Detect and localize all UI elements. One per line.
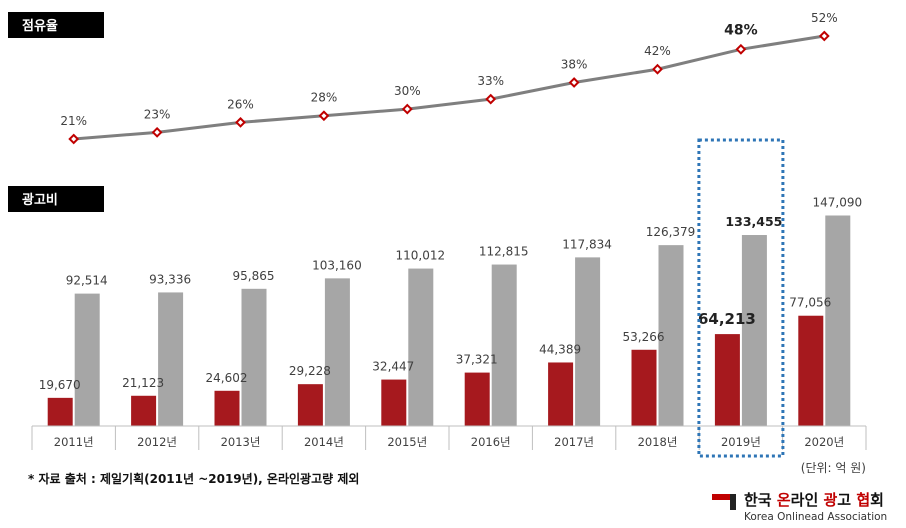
x-tick-label: 2018년 [638, 435, 678, 449]
total-ad-bar [324, 278, 350, 426]
x-axis-ticks: 2011년 2012년 2013년 2014년 2015년 2016년 2017년 2018년… [31, 426, 867, 450]
x-tick-label: 2014년 [304, 435, 344, 449]
x-tick-label: 2011년 [54, 435, 94, 449]
logo-subtitle: Korea Onlinead Association [744, 511, 887, 523]
online-ad-bar [297, 384, 323, 426]
x-tick-label: 2017년 [554, 435, 594, 449]
share-value-label: 21% [60, 114, 87, 128]
share-point [68, 133, 80, 145]
share-point [485, 93, 497, 105]
total-ad-bar [658, 245, 684, 426]
share-point [151, 126, 163, 138]
online-ad-value-label: 29,228 [289, 364, 331, 378]
source-footnote: * 자료 출처 : 제일기획(2011년 ~2019년), 온라인광고량 제외 [28, 471, 359, 486]
online-ad-bar [381, 379, 407, 426]
share-value-label: 48% [724, 22, 758, 38]
online-ad-value-label: 19,670 [39, 378, 81, 392]
total-ad-value-label: 126,379 [646, 225, 696, 239]
share-point [401, 103, 413, 115]
total-ad-value-label: 117,834 [562, 237, 612, 251]
online-ad-value-label: 24,602 [206, 371, 248, 385]
x-tick-label: 2013년 [221, 435, 261, 449]
highlight-2019-box [697, 138, 785, 458]
kota-logo: 한국 온라인 광고 협회 Korea Onlinead Association [712, 491, 887, 523]
share-point [235, 116, 246, 128]
total-ad-bar [741, 235, 767, 426]
logo-mark-dark [730, 494, 736, 510]
online-ad-bar [631, 349, 657, 426]
total-ad-value-label: 112,815 [479, 245, 529, 259]
share-line [73, 34, 825, 141]
x-tick-label: 2012년 [137, 435, 177, 449]
share-value-label: 23% [144, 107, 171, 121]
online-ad-bar [798, 315, 824, 426]
share-value-label: 52% [811, 11, 838, 25]
share-point [652, 63, 663, 75]
online-ad-value-label: 44,389 [539, 342, 581, 356]
logo-title: 한국 온라인 광고 협회 [744, 491, 884, 509]
online-ad-bar [548, 362, 574, 426]
total-ad-bar [408, 268, 434, 426]
total-ad-bar [158, 292, 184, 426]
share-value-label: 26% [227, 97, 254, 111]
share-point [735, 43, 747, 55]
total-ad-value-label: 95,865 [233, 269, 275, 283]
unit-label: (단위: 억 원) [801, 461, 866, 475]
online-ad-value-label: 77,056 [789, 296, 831, 310]
total-ad-value-label: 110,012 [395, 249, 445, 263]
x-tick-label: 2019년 [721, 435, 761, 449]
total-ad-bar [491, 264, 517, 426]
total-ad-value-label: 93,336 [149, 272, 191, 286]
online-ad-bar [47, 397, 73, 426]
online-ad-value-label: 53,266 [623, 330, 665, 344]
total-ad-bar [241, 288, 267, 426]
share-point [318, 110, 330, 122]
share-point [568, 77, 580, 88]
share-section-title: 점유율 [22, 18, 58, 34]
x-tick-label: 2016년 [471, 435, 511, 449]
total-ad-bar [74, 293, 100, 426]
ad-spend-bar-layer: 19,670 92,514 21,123 93,336 24,602 95,865 29,2… [39, 196, 862, 426]
online-ad-bar [214, 390, 240, 426]
total-ad-bar [575, 257, 601, 426]
online-ad-value-label: 37,321 [456, 353, 498, 367]
logo-mark-red [712, 494, 732, 500]
share-value-label: 28% [311, 91, 338, 105]
ad-spend-section-tag [8, 186, 104, 212]
online-ad-bar [131, 395, 157, 426]
share-value-label: 42% [644, 44, 671, 58]
share-value-label: 30% [394, 84, 421, 98]
online-ad-value-label: 64,213 [698, 310, 756, 328]
online-ad-value-label: 32,447 [372, 360, 414, 374]
share-section-tag [8, 12, 104, 38]
online-ad-bar [464, 372, 490, 426]
share-value-label: 38% [561, 58, 588, 72]
total-ad-value-label: 133,455 [725, 214, 782, 229]
total-ad-value-label: 92,514 [66, 274, 108, 288]
share-value-label: 33% [477, 74, 504, 88]
ad-spend-section-title: 광고비 [22, 193, 58, 208]
online-ad-bar [714, 334, 740, 426]
share-point [818, 30, 830, 42]
share-line-layer: 21% 23% 26% 28% 30% 33% 38% 42% 48% 52% [60, 11, 838, 145]
online-ad-value-label: 21,123 [122, 376, 164, 390]
x-tick-label: 2020년 [804, 435, 844, 449]
total-ad-value-label: 103,160 [312, 258, 362, 272]
total-ad-value-label: 147,090 [812, 196, 862, 210]
total-ad-bar [825, 215, 851, 426]
x-tick-label: 2015년 [387, 435, 427, 449]
